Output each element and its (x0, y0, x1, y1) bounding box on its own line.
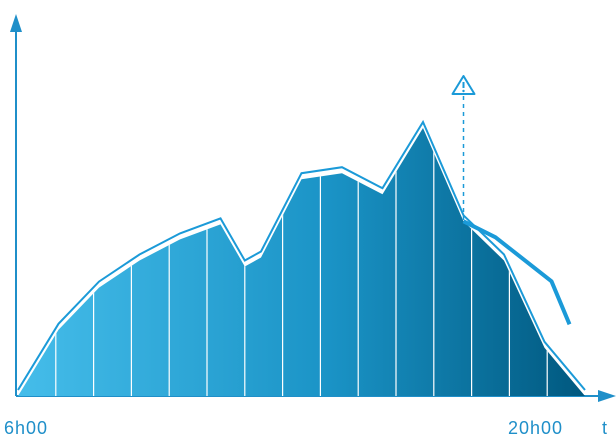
y-axis-arrow-icon (10, 14, 22, 32)
alert-projection-line (462, 219, 572, 326)
x-tick-label-start: 6h00 (4, 418, 49, 438)
area-outline (17, 119, 586, 391)
area-fill (18, 128, 585, 396)
warning-icon (451, 75, 476, 95)
x-axis-arrow-icon (598, 390, 616, 402)
x-tick-label-end: 20h00 (508, 418, 564, 438)
x-axis-title: t (602, 418, 609, 438)
